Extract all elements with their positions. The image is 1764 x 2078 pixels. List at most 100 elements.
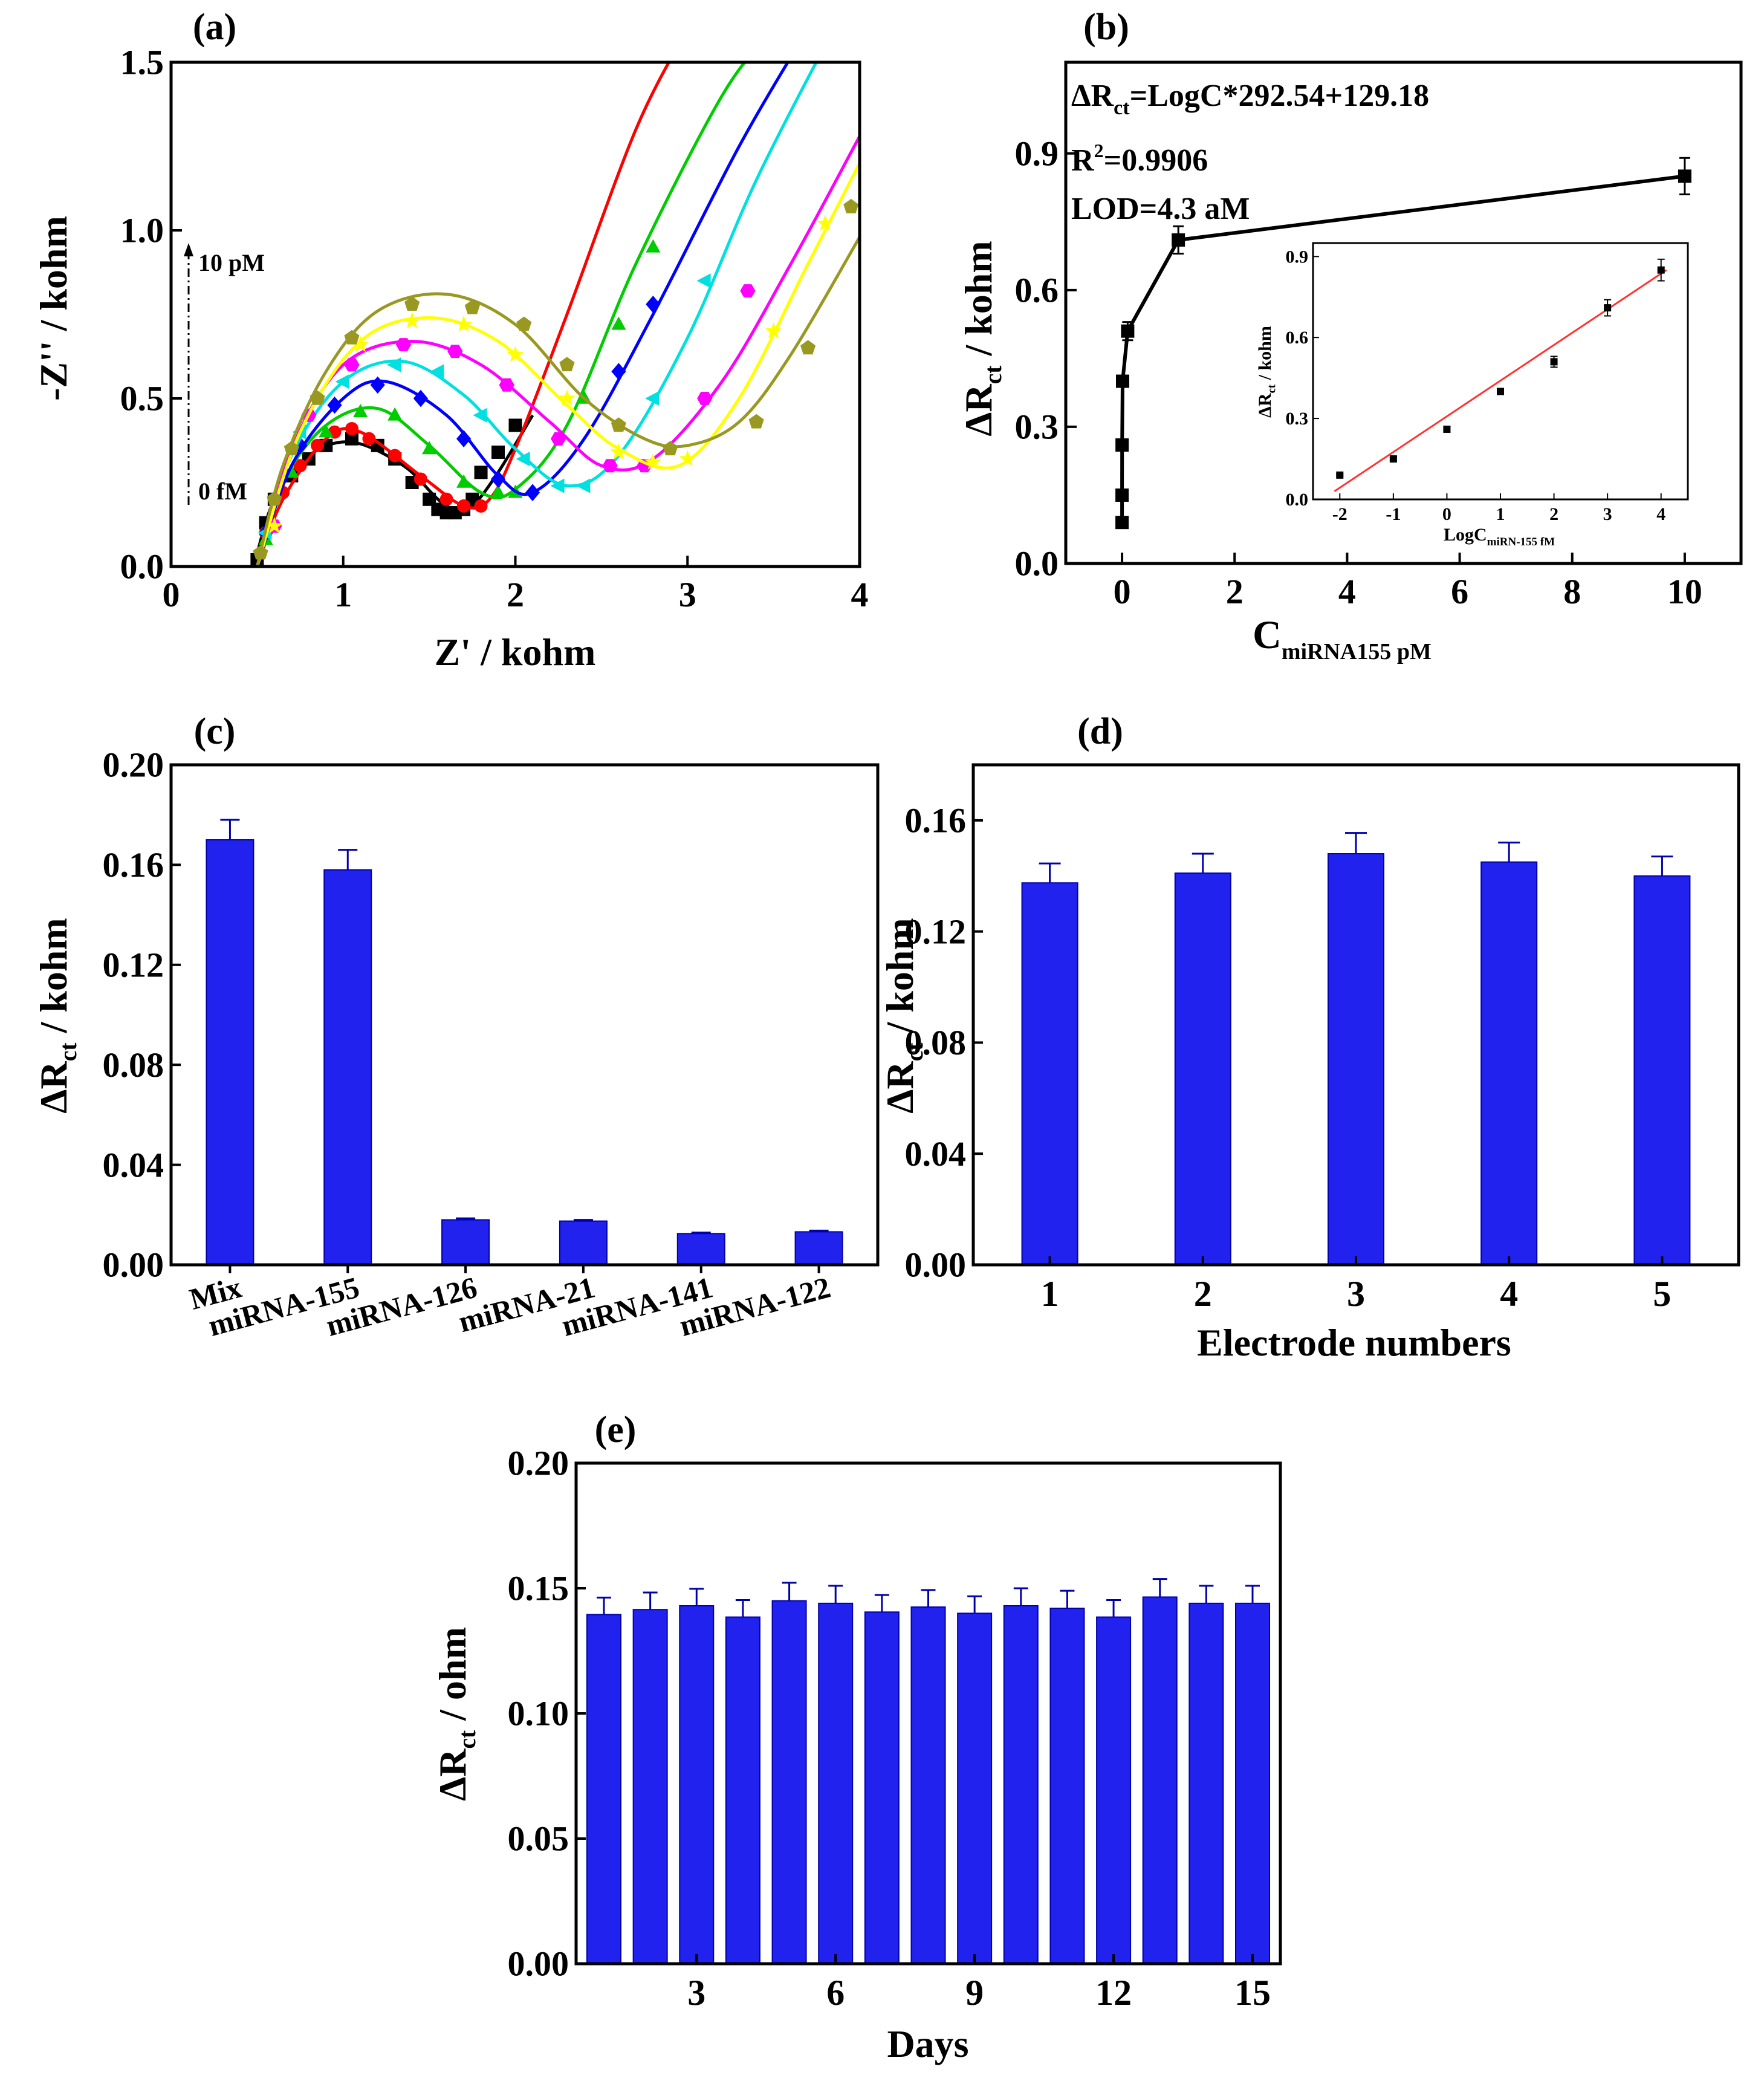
data-point bbox=[1604, 304, 1612, 312]
data-point bbox=[611, 417, 626, 432]
y-axis-label-b: ΔRct / kohm bbox=[957, 241, 1007, 436]
bar bbox=[559, 1220, 608, 1265]
y-axis-label-symbol: ΔR bbox=[431, 1748, 474, 1801]
data-point bbox=[646, 239, 661, 253]
arrow-head-icon bbox=[184, 243, 193, 256]
series-group-a bbox=[250, 62, 860, 567]
data-point bbox=[473, 407, 487, 423]
y-axis-label-unit: / kohm bbox=[1255, 326, 1275, 385]
x-tick-label-a: 3 bbox=[679, 575, 696, 614]
y-tick-label-e: 0.20 bbox=[508, 1444, 569, 1483]
y-tick-label-b: 0.0 bbox=[1015, 544, 1059, 583]
data-point bbox=[447, 345, 463, 359]
r-superscript: 2 bbox=[1094, 140, 1104, 161]
bar bbox=[1188, 1602, 1224, 1965]
data-point bbox=[1116, 374, 1130, 388]
panel-label-a: (a) bbox=[193, 7, 236, 48]
inset-y-tick-label: 0.6 bbox=[1286, 328, 1309, 348]
data-point bbox=[327, 396, 342, 414]
bar bbox=[1096, 1616, 1132, 1965]
data-point bbox=[516, 316, 532, 331]
data-point bbox=[253, 545, 268, 560]
data-point bbox=[663, 441, 678, 456]
data-point bbox=[265, 517, 283, 534]
data-point bbox=[353, 404, 368, 417]
data-point bbox=[370, 376, 385, 394]
data-point bbox=[1115, 516, 1129, 530]
y-tick-label-a: 1.0 bbox=[120, 211, 164, 250]
data-point bbox=[1389, 455, 1397, 463]
bar bbox=[1480, 861, 1538, 1265]
inset-x-tick-label: 4 bbox=[1656, 504, 1665, 524]
bar bbox=[676, 1233, 725, 1265]
data-point bbox=[843, 198, 859, 213]
inset-x-tick-label: -1 bbox=[1386, 504, 1401, 524]
panel-label-e: (e) bbox=[595, 1409, 637, 1450]
panel-label-b: (b) bbox=[1083, 7, 1129, 48]
data-point bbox=[293, 459, 307, 473]
inset-y-tick-label: 0.0 bbox=[1286, 490, 1309, 510]
x-tick-label-b: 2 bbox=[1226, 572, 1244, 611]
y-tick-label-b: 0.6 bbox=[1015, 271, 1059, 310]
inset-x-axis-label: LogCmiRN-155 fM bbox=[1444, 525, 1555, 548]
x-tick-label-e: 9 bbox=[965, 1973, 984, 2013]
r-value: =0.9906 bbox=[1104, 143, 1208, 178]
y-tick-label-d: 0.12 bbox=[905, 912, 967, 951]
data-point bbox=[284, 441, 299, 456]
data-point bbox=[439, 492, 453, 506]
data-point bbox=[344, 358, 360, 372]
eq-symbol: ΔR bbox=[1071, 79, 1115, 113]
data-point bbox=[1550, 358, 1558, 366]
fit-curve-3 bbox=[256, 62, 790, 567]
data-point bbox=[387, 407, 403, 421]
y-axis-label-unit: / kohm bbox=[957, 241, 1000, 365]
y-tick-label-c: 0.12 bbox=[103, 946, 164, 985]
data-point bbox=[1172, 233, 1185, 247]
data-point bbox=[516, 452, 530, 467]
x-category-label-d: 2 bbox=[1194, 1274, 1212, 1314]
x-category-label-d: 1 bbox=[1041, 1274, 1059, 1314]
bar bbox=[1142, 1596, 1178, 1964]
y-tick-label-c: 0.16 bbox=[103, 845, 164, 885]
inset-x-tick-label: -2 bbox=[1332, 504, 1347, 524]
data-point bbox=[800, 340, 816, 355]
data-point bbox=[422, 441, 437, 455]
r-squared: R2=0.9906 bbox=[1071, 140, 1208, 178]
x-tick-label-e: 15 bbox=[1234, 1973, 1271, 2013]
eq-body: =LogC*292.54+129.18 bbox=[1130, 79, 1430, 113]
data-point bbox=[1443, 425, 1451, 433]
y-tick-label-e: 0.10 bbox=[508, 1694, 569, 1733]
y-tick-label-a: 1.5 bbox=[120, 43, 164, 82]
data-point bbox=[430, 364, 444, 379]
y-axis-label-symbol: ΔR bbox=[878, 1061, 921, 1114]
r-symbol: R bbox=[1071, 143, 1095, 178]
data-point bbox=[388, 449, 402, 463]
data-point bbox=[387, 357, 401, 372]
y-axis-label-unit: / ohm bbox=[431, 1627, 474, 1730]
annotation-0fM: 0 fM bbox=[198, 478, 247, 505]
inset-x-label-subscript: miRN-155 fM bbox=[1487, 536, 1555, 548]
y-axis-label-subscript: ct bbox=[454, 1730, 481, 1749]
data-point bbox=[267, 491, 282, 506]
data-point bbox=[310, 390, 325, 405]
y-tick-label-c: 0.08 bbox=[103, 1045, 164, 1085]
data-point bbox=[319, 424, 334, 438]
y-tick-label-d: 0.08 bbox=[905, 1023, 967, 1062]
bar bbox=[910, 1606, 946, 1965]
y-axis-label-symbol: ΔR bbox=[957, 384, 1000, 437]
data-point bbox=[352, 336, 369, 352]
data-point bbox=[1115, 438, 1129, 452]
inset-x-tick-label: 1 bbox=[1496, 504, 1505, 524]
bar bbox=[586, 1614, 621, 1964]
y-axis-label-subscript: ct bbox=[980, 365, 1007, 385]
data-point bbox=[344, 330, 360, 345]
inset-x-tick-label: 2 bbox=[1549, 504, 1558, 524]
inset-fit-line bbox=[1334, 269, 1667, 492]
data-point bbox=[576, 478, 591, 493]
bar bbox=[794, 1231, 843, 1265]
y-tick-label-d: 0.00 bbox=[905, 1245, 967, 1285]
data-point bbox=[423, 492, 436, 506]
bar bbox=[864, 1611, 900, 1965]
data-point bbox=[507, 345, 524, 362]
